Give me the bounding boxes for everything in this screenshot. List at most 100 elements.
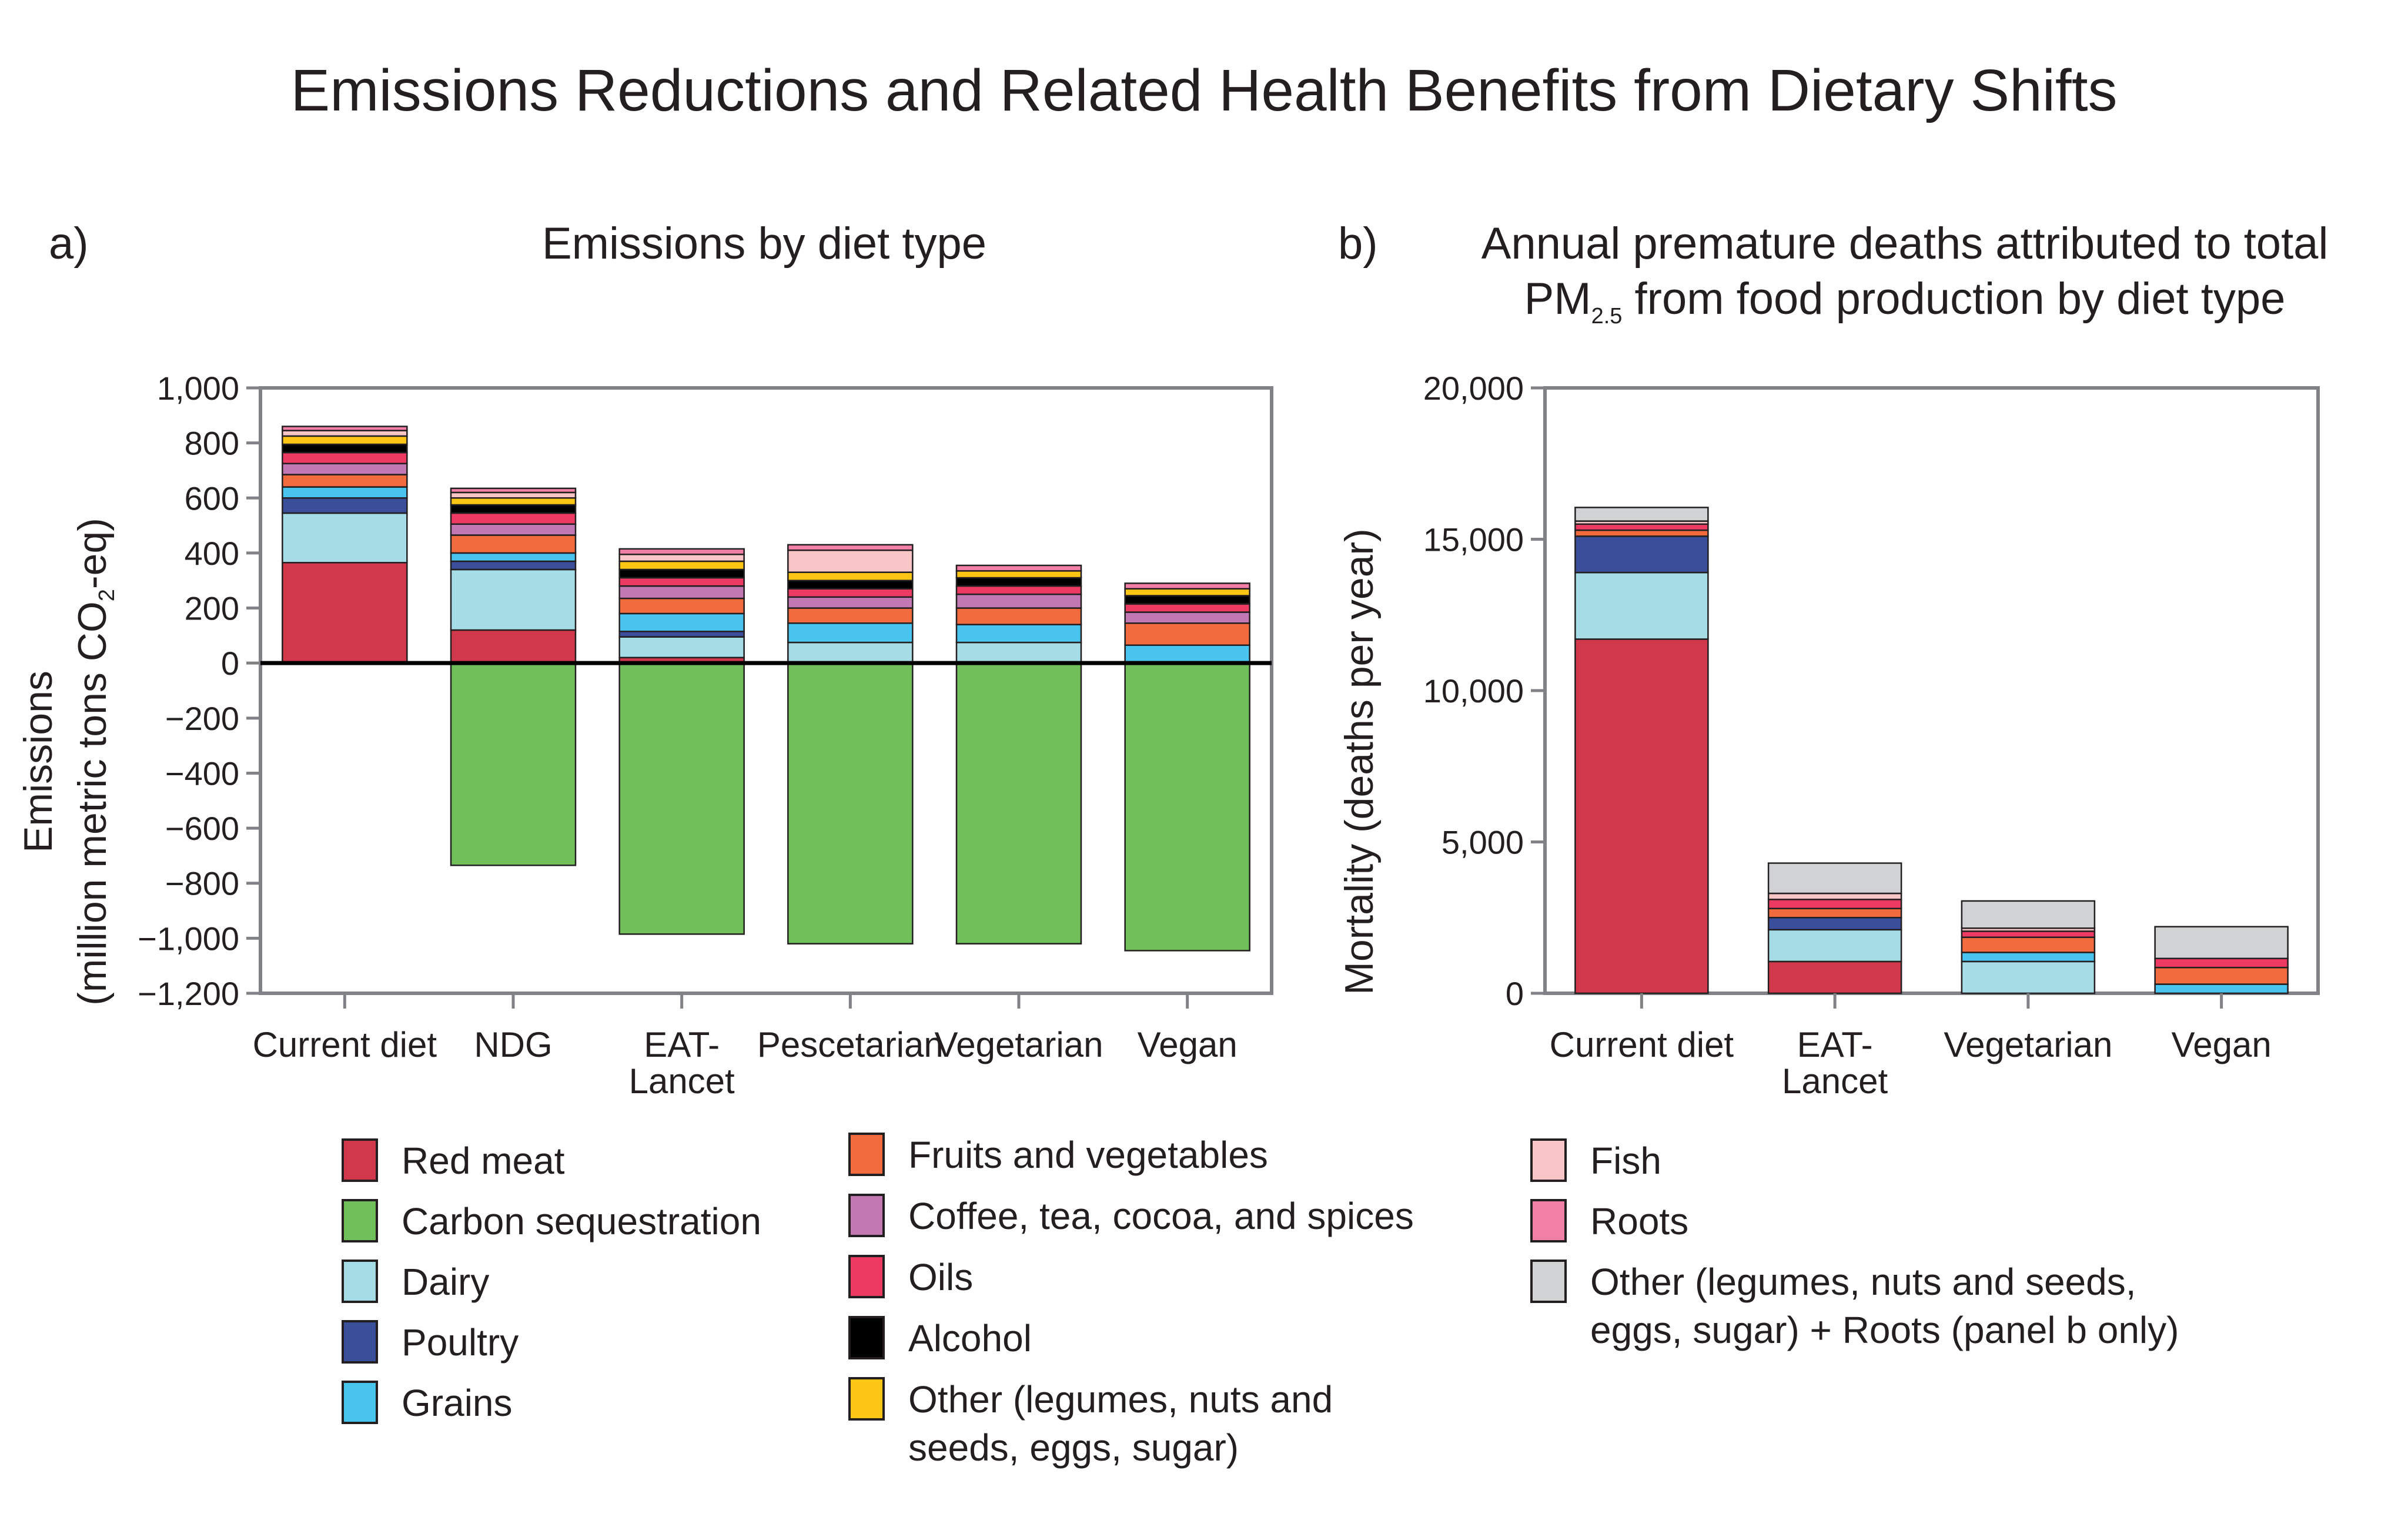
- legend-swatch: [342, 1260, 378, 1303]
- bar-segment: [787, 588, 914, 598]
- bar-segment: [1767, 929, 1902, 963]
- bar-segment: [1961, 936, 2096, 953]
- bar-segment: [618, 612, 745, 632]
- bar-segment: [282, 486, 408, 499]
- bar-segment: [618, 631, 745, 638]
- x-category-label: Lancet: [1782, 1061, 1888, 1101]
- bar-segment: [282, 562, 408, 664]
- bar-segment: [1961, 930, 2096, 938]
- bar-segment: [282, 426, 408, 431]
- y-tick-label: 800: [185, 425, 239, 462]
- legend-label: Dairy: [402, 1261, 489, 1303]
- bar-segment: [2154, 966, 2289, 985]
- panel-a-x-axis: Current diet NDG EAT-Lancet PescetarianVege…: [253, 993, 1238, 1101]
- bar-segment: [1767, 899, 1902, 910]
- legend-label-line2: eggs, sugar) + Roots (panel b only): [1590, 1309, 2179, 1351]
- bar-segment: [282, 497, 408, 514]
- x-category-label: NDG: [474, 1025, 552, 1064]
- panel-a-letter: a): [49, 219, 89, 269]
- y-tick-label: 10,000: [1423, 672, 1524, 709]
- bar-segment: [1124, 644, 1250, 664]
- panel-b-y-axis: 20,000 15,000 10,000 5,000 0: [1423, 370, 1545, 1012]
- x-category-label: Current diet: [1550, 1025, 1734, 1064]
- bar-segment: [2154, 926, 2289, 960]
- bar-segment: [450, 512, 577, 525]
- bar-segment: [787, 607, 914, 624]
- legend-swatch: [342, 1320, 378, 1364]
- panel-a-emissions: a) Emissions by diet type Emissions (mil…: [16, 219, 1273, 1101]
- x-category-label: EAT-: [644, 1025, 720, 1064]
- legend-label: Other (legumes, nuts and: [908, 1378, 1333, 1421]
- y-tick-label: −400: [165, 755, 239, 792]
- bar-segment: [955, 577, 1082, 587]
- panel-b-bars: [1574, 507, 2289, 994]
- legend-swatch: [342, 1381, 378, 1424]
- panel-b-x-axis: Current diet EAT-Lancet Vegetarian Vegan: [1550, 993, 2272, 1101]
- bar-segment: [1574, 529, 1709, 537]
- legend-swatch: [848, 1377, 885, 1421]
- bar-segment: [618, 568, 745, 579]
- y-tick-label: 0: [221, 645, 239, 682]
- bar-segment: [282, 443, 408, 454]
- bar-segment: [450, 497, 577, 506]
- bar-segment: [1961, 952, 2096, 963]
- legend-swatch: [342, 1138, 378, 1182]
- bar-segment: [1574, 507, 1709, 522]
- bar-segment: [955, 624, 1082, 644]
- legend-swatch: [848, 1316, 885, 1359]
- bar-segment: [787, 596, 914, 609]
- y-tick-label: 0: [1506, 975, 1524, 1012]
- legend-label: Oils: [908, 1256, 973, 1298]
- legend-swatch: [848, 1194, 885, 1237]
- panel-a-plot-frame: [259, 386, 1273, 995]
- bar-segment: [282, 463, 408, 475]
- x-category-label: Pescetarian: [757, 1025, 944, 1064]
- legend-swatch: [342, 1199, 378, 1242]
- x-category-label: Lancet: [629, 1061, 735, 1101]
- x-category-label: Vegan: [1138, 1025, 1238, 1064]
- bar-segment: [1124, 622, 1250, 646]
- y-tick-label: 200: [185, 590, 239, 627]
- legend-label-line2: seeds, eggs, sugar): [908, 1426, 1239, 1469]
- legend-swatch: [1530, 1199, 1567, 1242]
- y-tick-label: −800: [165, 865, 239, 902]
- x-category-label: Vegetarian: [1944, 1025, 2112, 1064]
- bar-segment: [787, 549, 914, 573]
- bar-segment: [955, 585, 1082, 595]
- figure-title: Emissions Reductions and Related Health …: [291, 58, 2118, 123]
- legend-label: Poultry: [402, 1321, 519, 1364]
- bar-segment: [1574, 638, 1709, 994]
- bar-segment: [787, 641, 914, 664]
- bar-segment: [1767, 907, 1902, 919]
- bar-segment: [1124, 588, 1250, 597]
- panel-a-ylabel: Emissions: [16, 671, 61, 853]
- bar-segment: [1961, 900, 2096, 929]
- bar-segment: [1124, 603, 1250, 613]
- y-tick-label: 1,000: [157, 370, 239, 407]
- bar-segment: [955, 641, 1082, 664]
- legend-label: Grains: [402, 1382, 513, 1424]
- bar-segment: [787, 622, 914, 644]
- bar-segment: [1767, 862, 1902, 895]
- bar-segment: [282, 474, 408, 488]
- bar-segment: [2154, 983, 2289, 994]
- bar-segment: [618, 554, 745, 562]
- bar-segment: [282, 430, 408, 437]
- y-tick-label: 600: [185, 480, 239, 517]
- bar-segment: [955, 570, 1082, 579]
- bar-segment: [1767, 892, 1902, 900]
- y-tick-label: 15,000: [1423, 521, 1524, 558]
- bar-segment: [1574, 535, 1709, 574]
- legend-label: Other (legumes, nuts and seeds,: [1590, 1261, 2136, 1303]
- bar-segment: [1767, 960, 1902, 994]
- bar-segment: [282, 451, 408, 464]
- legend-swatch: [848, 1133, 885, 1176]
- panel-a-y-axis: 1,000 800 600 400 200 0 −200 −400 −600 −800 −1,000…: [138, 370, 260, 1012]
- legend-swatch: [1530, 1138, 1567, 1182]
- x-category-label: EAT-: [1797, 1025, 1873, 1064]
- bar-segment: [787, 544, 914, 551]
- bar-segment: [450, 629, 577, 664]
- panel-b-title-line1: Annual premature deaths attributed to to…: [1481, 219, 2329, 269]
- bar-segment: [450, 662, 577, 866]
